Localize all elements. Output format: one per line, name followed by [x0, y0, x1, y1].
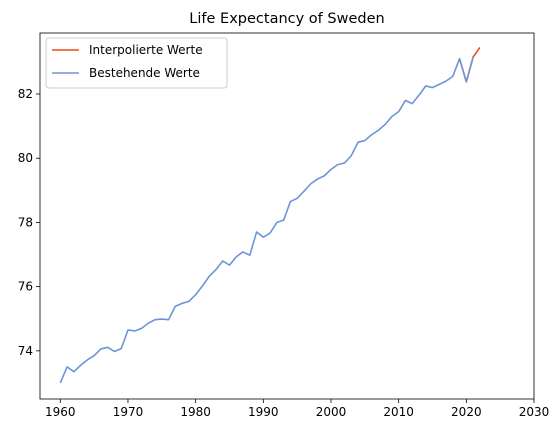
x-axis: 1960 1970 1980 1990 2000 2010 2020 2030 — [45, 399, 549, 419]
y-tick-label: 74 — [18, 344, 33, 358]
series-layer — [59, 46, 481, 384]
x-tick-label: 1970 — [113, 405, 144, 419]
x-tick-label: 2010 — [383, 405, 414, 419]
legend-box — [45, 37, 228, 89]
x-tick-label: 1960 — [45, 405, 76, 419]
x-tick-label: 2000 — [316, 405, 347, 419]
legend-label-interpolierte-werte: Interpolierte Werte — [89, 43, 203, 57]
y-tick-label: 76 — [18, 280, 33, 294]
y-axis: 74 76 78 80 82 — [18, 87, 40, 358]
x-tick-label: 2020 — [451, 405, 482, 419]
chart-title: Life Expectancy of Sweden — [189, 11, 384, 27]
y-tick-label: 82 — [18, 87, 33, 101]
series-line-interpolierte-werte — [458, 46, 481, 83]
legend-label-bestehende-werte: Bestehende Werte — [89, 66, 200, 80]
x-tick-label: 2030 — [519, 405, 550, 419]
legend: Interpolierte Werte Bestehende Werte — [45, 37, 228, 89]
x-tick-label: 1990 — [248, 405, 279, 419]
y-tick-label: 78 — [18, 215, 33, 229]
plot-frame — [39, 32, 535, 400]
x-tick-label: 1980 — [180, 405, 211, 419]
series-line-bestehende-werte — [59, 56, 474, 384]
y-tick-label: 80 — [18, 151, 33, 165]
